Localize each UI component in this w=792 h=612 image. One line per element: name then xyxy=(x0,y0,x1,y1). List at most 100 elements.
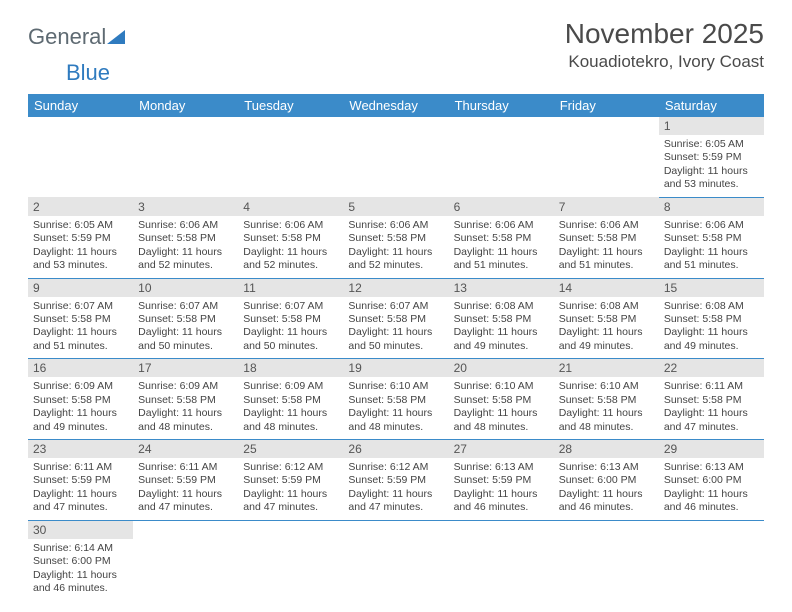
sunrise: Sunrise: 6:11 AM xyxy=(138,461,233,474)
day-number: 25 xyxy=(238,440,343,458)
day-info: Sunrise: 6:06 AMSunset: 5:58 PMDaylight:… xyxy=(238,216,343,278)
daylight: Daylight: 11 hours and 47 minutes. xyxy=(664,407,759,434)
day-number: 12 xyxy=(343,279,448,297)
day-header: Thursday xyxy=(449,94,554,117)
calendar-cell: 28Sunrise: 6:13 AMSunset: 6:00 PMDayligh… xyxy=(554,440,659,521)
day-info: Sunrise: 6:08 AMSunset: 5:58 PMDaylight:… xyxy=(449,297,554,359)
sunrise: Sunrise: 6:13 AM xyxy=(559,461,654,474)
sunset: Sunset: 5:58 PM xyxy=(454,313,549,326)
day-info: Sunrise: 6:13 AMSunset: 6:00 PMDaylight:… xyxy=(554,458,659,520)
sunrise: Sunrise: 6:06 AM xyxy=(454,219,549,232)
calendar-week: 1Sunrise: 6:05 AMSunset: 5:59 PMDaylight… xyxy=(28,117,764,197)
day-number: 15 xyxy=(659,279,764,297)
day-number: 3 xyxy=(133,198,238,216)
day-info: Sunrise: 6:06 AMSunset: 5:58 PMDaylight:… xyxy=(554,216,659,278)
calendar-cell: 12Sunrise: 6:07 AMSunset: 5:58 PMDayligh… xyxy=(343,278,448,359)
calendar-cell-blank xyxy=(343,117,448,197)
day-info: Sunrise: 6:06 AMSunset: 5:58 PMDaylight:… xyxy=(343,216,448,278)
daylight: Daylight: 11 hours and 51 minutes. xyxy=(33,326,128,353)
daylight: Daylight: 11 hours and 47 minutes. xyxy=(33,488,128,515)
day-info: Sunrise: 6:08 AMSunset: 5:58 PMDaylight:… xyxy=(554,297,659,359)
calendar-cell: 16Sunrise: 6:09 AMSunset: 5:58 PMDayligh… xyxy=(28,359,133,440)
day-info: Sunrise: 6:05 AMSunset: 5:59 PMDaylight:… xyxy=(28,216,133,278)
day-number: 1 xyxy=(659,117,764,135)
day-info: Sunrise: 6:11 AMSunset: 5:58 PMDaylight:… xyxy=(659,377,764,439)
sunrise: Sunrise: 6:06 AM xyxy=(664,219,759,232)
day-info: Sunrise: 6:09 AMSunset: 5:58 PMDaylight:… xyxy=(238,377,343,439)
sunset: Sunset: 6:00 PM xyxy=(33,555,128,568)
calendar-cell-blank xyxy=(133,520,238,600)
calendar-cell: 30Sunrise: 6:14 AMSunset: 6:00 PMDayligh… xyxy=(28,520,133,600)
daylight: Daylight: 11 hours and 48 minutes. xyxy=(138,407,233,434)
day-header: Sunday xyxy=(28,94,133,117)
logo: General xyxy=(28,24,127,50)
day-info: Sunrise: 6:07 AMSunset: 5:58 PMDaylight:… xyxy=(238,297,343,359)
calendar-cell: 8Sunrise: 6:06 AMSunset: 5:58 PMDaylight… xyxy=(659,197,764,278)
day-number: 21 xyxy=(554,359,659,377)
calendar-cell-blank xyxy=(554,520,659,600)
daylight: Daylight: 11 hours and 51 minutes. xyxy=(454,246,549,273)
day-number: 24 xyxy=(133,440,238,458)
sunrise: Sunrise: 6:07 AM xyxy=(33,300,128,313)
sunset: Sunset: 5:58 PM xyxy=(243,394,338,407)
daylight: Daylight: 11 hours and 49 minutes. xyxy=(33,407,128,434)
day-info: Sunrise: 6:08 AMSunset: 5:58 PMDaylight:… xyxy=(659,297,764,359)
calendar-head: SundayMondayTuesdayWednesdayThursdayFrid… xyxy=(28,94,764,117)
day-header: Friday xyxy=(554,94,659,117)
sunset: Sunset: 5:58 PM xyxy=(138,394,233,407)
day-number: 19 xyxy=(343,359,448,377)
day-number: 8 xyxy=(659,198,764,216)
calendar-cell: 15Sunrise: 6:08 AMSunset: 5:58 PMDayligh… xyxy=(659,278,764,359)
sail-icon xyxy=(107,30,125,44)
sunrise: Sunrise: 6:05 AM xyxy=(33,219,128,232)
sunrise: Sunrise: 6:08 AM xyxy=(454,300,549,313)
day-number: 30 xyxy=(28,521,133,539)
day-number: 20 xyxy=(449,359,554,377)
day-header: Saturday xyxy=(659,94,764,117)
daylight: Daylight: 11 hours and 48 minutes. xyxy=(348,407,443,434)
sunset: Sunset: 5:58 PM xyxy=(664,394,759,407)
calendar-cell: 14Sunrise: 6:08 AMSunset: 5:58 PMDayligh… xyxy=(554,278,659,359)
calendar-week: 9Sunrise: 6:07 AMSunset: 5:58 PMDaylight… xyxy=(28,278,764,359)
calendar-cell: 13Sunrise: 6:08 AMSunset: 5:58 PMDayligh… xyxy=(449,278,554,359)
calendar-cell: 2Sunrise: 6:05 AMSunset: 5:59 PMDaylight… xyxy=(28,197,133,278)
daylight: Daylight: 11 hours and 48 minutes. xyxy=(454,407,549,434)
calendar-cell-blank xyxy=(449,520,554,600)
day-info: Sunrise: 6:11 AMSunset: 5:59 PMDaylight:… xyxy=(133,458,238,520)
sunset: Sunset: 5:58 PM xyxy=(33,394,128,407)
calendar-cell: 19Sunrise: 6:10 AMSunset: 5:58 PMDayligh… xyxy=(343,359,448,440)
daylight: Daylight: 11 hours and 49 minutes. xyxy=(454,326,549,353)
daylight: Daylight: 11 hours and 52 minutes. xyxy=(138,246,233,273)
sunrise: Sunrise: 6:06 AM xyxy=(348,219,443,232)
calendar-cell-blank xyxy=(343,520,448,600)
sunset: Sunset: 5:58 PM xyxy=(348,313,443,326)
sunrise: Sunrise: 6:12 AM xyxy=(243,461,338,474)
day-number: 11 xyxy=(238,279,343,297)
calendar-cell: 17Sunrise: 6:09 AMSunset: 5:58 PMDayligh… xyxy=(133,359,238,440)
title-block: November 2025 Kouadiotekro, Ivory Coast xyxy=(565,18,764,72)
sunset: Sunset: 5:59 PM xyxy=(243,474,338,487)
day-info: Sunrise: 6:13 AMSunset: 6:00 PMDaylight:… xyxy=(659,458,764,520)
daylight: Daylight: 11 hours and 46 minutes. xyxy=(664,488,759,515)
daylight: Daylight: 11 hours and 53 minutes. xyxy=(664,165,759,192)
sunrise: Sunrise: 6:07 AM xyxy=(243,300,338,313)
calendar-cell-blank xyxy=(659,520,764,600)
sunset: Sunset: 5:58 PM xyxy=(243,232,338,245)
sunrise: Sunrise: 6:06 AM xyxy=(243,219,338,232)
sunset: Sunset: 5:58 PM xyxy=(348,394,443,407)
sunset: Sunset: 5:58 PM xyxy=(138,313,233,326)
daylight: Daylight: 11 hours and 47 minutes. xyxy=(243,488,338,515)
calendar-cell-blank xyxy=(449,117,554,197)
calendar-cell: 27Sunrise: 6:13 AMSunset: 5:59 PMDayligh… xyxy=(449,440,554,521)
day-number: 23 xyxy=(28,440,133,458)
calendar-cell: 10Sunrise: 6:07 AMSunset: 5:58 PMDayligh… xyxy=(133,278,238,359)
day-number: 4 xyxy=(238,198,343,216)
sunrise: Sunrise: 6:09 AM xyxy=(33,380,128,393)
calendar-cell: 5Sunrise: 6:06 AMSunset: 5:58 PMDaylight… xyxy=(343,197,448,278)
day-number: 18 xyxy=(238,359,343,377)
day-info: Sunrise: 6:07 AMSunset: 5:58 PMDaylight:… xyxy=(133,297,238,359)
daylight: Daylight: 11 hours and 52 minutes. xyxy=(243,246,338,273)
sunrise: Sunrise: 6:11 AM xyxy=(664,380,759,393)
sunset: Sunset: 5:58 PM xyxy=(664,313,759,326)
calendar-cell: 29Sunrise: 6:13 AMSunset: 6:00 PMDayligh… xyxy=(659,440,764,521)
